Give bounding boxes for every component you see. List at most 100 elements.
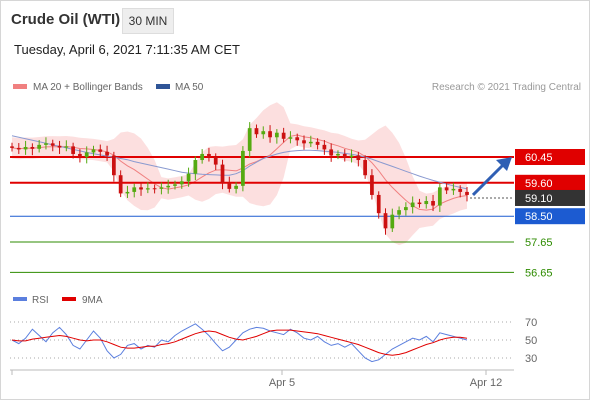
instrument-title: Crude Oil (WTI) [11, 11, 121, 28]
candle-body [261, 131, 266, 135]
rsi-panel: 70 50 30 [10, 317, 537, 365]
candle-body [118, 175, 123, 194]
candle-body [50, 143, 55, 146]
candle-body [363, 160, 368, 176]
rsi-level-label-50: 50 [525, 335, 537, 347]
x-tick-label-Apr-5: Apr 5 [269, 377, 295, 389]
candle-body [200, 153, 205, 161]
candle-body [329, 149, 334, 156]
candle-body [213, 157, 218, 165]
candle-body [78, 153, 82, 157]
rsi-ma9-line [11, 329, 468, 356]
candle-body [444, 187, 449, 191]
candle-body [451, 188, 456, 191]
candle-body [424, 201, 429, 205]
candle-body [295, 137, 300, 141]
level-label-56.65: 56.65 [525, 267, 553, 279]
candle-body [71, 146, 75, 154]
forecast-arrow-line [471, 163, 505, 197]
candle-body [437, 187, 442, 206]
level-label-57.65: 57.65 [525, 237, 553, 249]
candle-body [465, 191, 469, 195]
forecast-arrow-head [496, 157, 512, 171]
candle-body [37, 144, 42, 149]
rsi-legend-label: RSI [32, 295, 49, 306]
candlesticks [10, 122, 469, 235]
candle-body [64, 146, 69, 148]
candle-body [186, 173, 191, 182]
candle-body [322, 144, 327, 150]
candle-body [111, 155, 116, 176]
forecast-arrow [471, 157, 512, 197]
candle-body [30, 146, 35, 149]
candle-body [57, 145, 62, 148]
candle-body [193, 160, 198, 174]
level-label-60.45: 60.45 [525, 152, 553, 164]
current-price-box [515, 189, 585, 206]
level-label-59.60: 59.60 [525, 178, 553, 190]
current-price-label: 59.10 [525, 193, 553, 205]
candle-body [139, 187, 143, 190]
candle-body [234, 185, 238, 189]
rsi-level-label-70: 70 [525, 317, 537, 329]
candle-body [356, 155, 361, 161]
candle-body [44, 143, 48, 145]
candle-body [105, 151, 109, 156]
candle-body [315, 141, 320, 145]
candle-body [397, 210, 401, 215]
level-box-58.50 [515, 208, 585, 225]
candle-body [98, 149, 103, 152]
rsi-legend-swatch [13, 297, 27, 301]
rsi-level-label-30: 30 [525, 353, 537, 365]
level-box-60.45 [515, 149, 585, 165]
candle-body [125, 191, 130, 194]
timeframe-badge[interactable]: 30 MIN [122, 8, 174, 34]
ma20-legend-swatch [13, 84, 27, 89]
candle-body [207, 153, 211, 157]
ma50-legend-label: MA 50 [175, 82, 204, 93]
level-labels: 60.45 59.60 58.50 57.65 56.65 59.10 [515, 149, 585, 279]
candle-body [390, 214, 395, 229]
level-box-59.60 [515, 174, 585, 191]
candle-body [336, 153, 340, 156]
candle-body [16, 147, 21, 150]
candle-body [268, 131, 272, 138]
ma20-line [11, 134, 468, 211]
candle-body [288, 137, 293, 139]
bollinger-band-area [12, 102, 467, 246]
candle-body [220, 164, 225, 183]
candle-body [281, 132, 286, 139]
candle-body [173, 184, 177, 186]
candle-body [308, 141, 313, 144]
ma9-legend-swatch [62, 297, 76, 301]
candle-body [227, 182, 232, 189]
ma20-legend-label: MA 20 + Bollinger Bands [33, 82, 143, 93]
candle-body [166, 185, 171, 188]
ma50-legend-swatch [156, 84, 170, 89]
candle-body [254, 128, 259, 135]
copyright-text: Research © 2021 Trading Central [432, 82, 581, 93]
candle-body [349, 155, 354, 157]
candle-body [159, 187, 164, 189]
candle-body [179, 181, 184, 185]
candle-body [152, 188, 157, 190]
x-tick-label-Apr-12: Apr 12 [470, 377, 502, 389]
candle-body [431, 201, 435, 206]
rsi-line [11, 323, 468, 363]
candle-body [132, 187, 137, 192]
candle-body [376, 194, 381, 214]
candle-body [302, 140, 306, 144]
level-label-58.50: 58.50 [525, 211, 553, 223]
candle-body [370, 175, 374, 195]
timestamp: Tuesday, April 6, 2021 7:11:35 AM CET [14, 42, 240, 57]
candle-body [145, 188, 150, 190]
candle-body [404, 207, 408, 211]
key-levels [10, 156, 514, 273]
candle-body [247, 128, 252, 151]
ma9-legend-label: 9MA [82, 295, 103, 306]
candle-body [410, 202, 415, 208]
candle-body [383, 213, 388, 229]
candle-body [417, 202, 422, 205]
